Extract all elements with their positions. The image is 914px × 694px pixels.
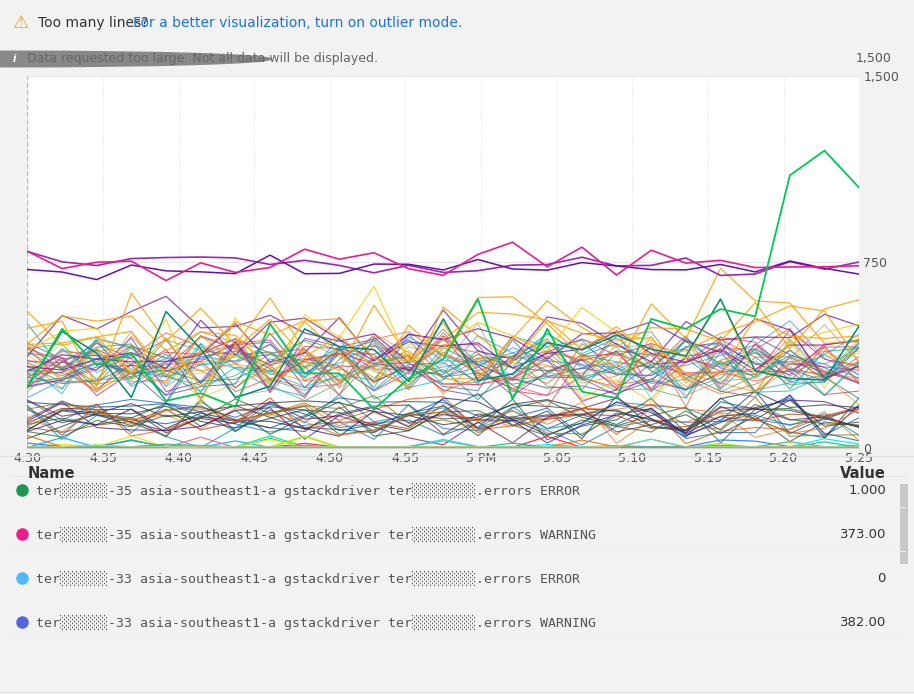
Text: ter░░░░░░-35 asia-southeast1-a gstackdriver ter░░░░░░░░.errors ERROR: ter░░░░░░-35 asia-southeast1-a gstackdri… bbox=[36, 482, 580, 498]
Text: ter░░░░░░-33 asia-southeast1-a gstackdriver ter░░░░░░░░.errors ERROR: ter░░░░░░-33 asia-southeast1-a gstackdri… bbox=[36, 570, 580, 586]
Text: 0: 0 bbox=[877, 572, 886, 584]
Circle shape bbox=[0, 51, 271, 67]
Text: i: i bbox=[13, 54, 16, 64]
Text: 1.000: 1.000 bbox=[848, 484, 886, 497]
Text: 382.00: 382.00 bbox=[840, 616, 886, 629]
Text: ter░░░░░░-33 asia-southeast1-a gstackdriver ter░░░░░░░░.errors WARNING: ter░░░░░░-33 asia-southeast1-a gstackdri… bbox=[36, 614, 596, 629]
Text: Value: Value bbox=[840, 466, 886, 481]
Text: 1,500: 1,500 bbox=[856, 53, 891, 65]
Bar bbox=[900, 484, 908, 564]
Text: ter░░░░░░-35 asia-southeast1-a gstackdriver ter░░░░░░░░.errors WARNING: ter░░░░░░-35 asia-southeast1-a gstackdri… bbox=[36, 527, 596, 541]
Text: Data requested too large. Not all data will be displayed.: Data requested too large. Not all data w… bbox=[27, 53, 378, 65]
Text: Too many lines?: Too many lines? bbox=[38, 17, 154, 31]
Text: Name: Name bbox=[28, 466, 76, 481]
Text: 373.00: 373.00 bbox=[840, 527, 886, 541]
Text: ⚠: ⚠ bbox=[12, 15, 28, 33]
Text: For a better visualization, turn on outlier mode.: For a better visualization, turn on outl… bbox=[133, 17, 462, 31]
